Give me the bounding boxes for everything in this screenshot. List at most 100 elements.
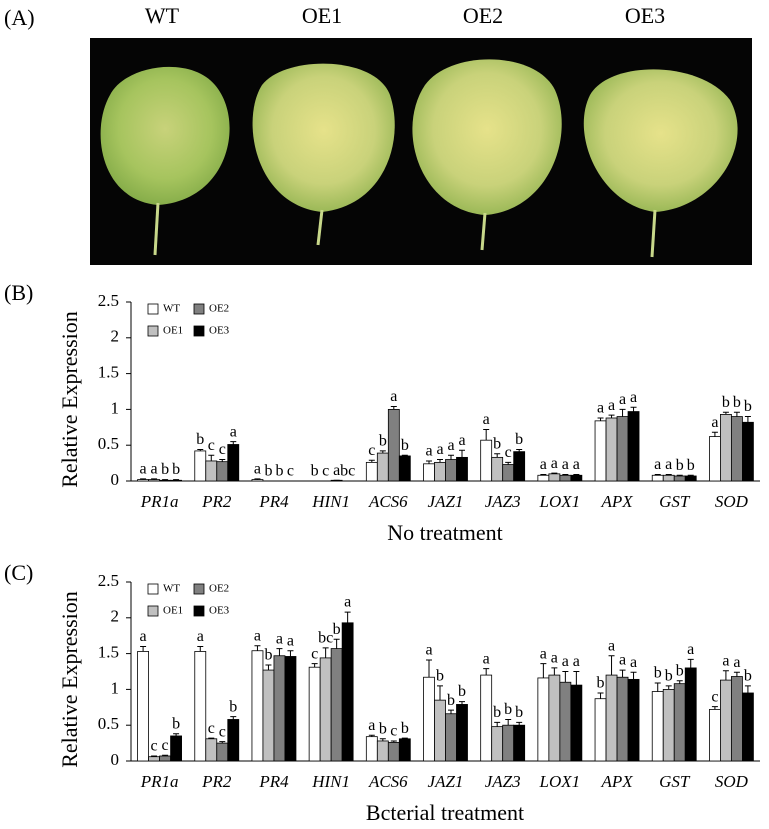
significance-letter: b — [458, 683, 466, 700]
legend-label: WT — [163, 583, 180, 595]
significance-letter: b — [229, 698, 237, 715]
significance-letter: a — [687, 641, 694, 658]
significance-letter: bc — [340, 463, 355, 480]
bar — [491, 456, 504, 482]
significance-letter: b — [722, 394, 730, 411]
significance-letter: c — [287, 463, 294, 480]
bar — [720, 414, 732, 482]
significance-letter: a — [597, 400, 604, 417]
bar — [594, 420, 607, 482]
bar — [456, 704, 468, 762]
significance-letter: b — [172, 461, 180, 478]
leaf — [412, 59, 562, 216]
x-tick-label: JAZ3 — [485, 492, 521, 511]
error-bar — [459, 449, 465, 458]
significance-letter: b — [493, 435, 501, 452]
leaf-stem — [650, 209, 657, 258]
error-bar — [390, 406, 397, 410]
legend-swatch — [147, 303, 159, 315]
error-bar — [162, 479, 169, 481]
bar — [148, 756, 160, 762]
bar — [605, 417, 618, 482]
bar — [491, 726, 504, 762]
significance-letter: c — [208, 720, 215, 737]
bar — [480, 439, 493, 482]
bar — [684, 475, 697, 482]
significance-letter: a — [619, 391, 626, 408]
error-bar — [162, 754, 169, 756]
significance-letter: b — [264, 647, 272, 664]
significance-letter: a — [230, 423, 237, 440]
significance-letter: b — [654, 665, 662, 682]
significance-letter: b — [401, 720, 409, 737]
significance-letter: b — [733, 394, 741, 411]
bar — [742, 692, 754, 762]
error-bar — [722, 670, 729, 681]
significance-letter: a — [140, 461, 147, 478]
error-bar — [711, 706, 718, 710]
significance-letter: a — [344, 594, 351, 611]
x-tick-label: LOX1 — [539, 772, 581, 791]
significance-letter: b — [744, 398, 752, 415]
significance-letter: a — [573, 456, 580, 473]
bar — [445, 713, 457, 762]
y-tick-label: 2.5 — [98, 291, 119, 310]
error-bar — [322, 647, 329, 658]
bar — [205, 738, 218, 762]
significance-letter: a — [562, 653, 569, 670]
legend-swatch — [193, 583, 205, 595]
significance-letter: bc — [318, 630, 333, 647]
significance-letter: b — [504, 701, 512, 718]
bar — [216, 461, 229, 482]
error-bar — [619, 408, 626, 417]
bar — [284, 656, 297, 762]
significance-letter: c — [151, 738, 158, 755]
significance-letter: a — [551, 650, 558, 667]
error-bar — [219, 459, 226, 462]
significance-letter: c — [368, 442, 375, 459]
significance-letter: a — [630, 654, 637, 671]
bar — [308, 666, 321, 762]
bar — [559, 681, 572, 762]
error-bar — [608, 655, 615, 676]
bar — [216, 742, 229, 762]
bar — [398, 738, 411, 762]
error-bar — [540, 474, 547, 476]
bar — [423, 676, 435, 762]
x-tick-label: JAZ1 — [428, 492, 464, 511]
error-bar — [254, 645, 261, 651]
significance-letter: a — [540, 645, 547, 662]
x-tick-label: PR2 — [201, 772, 232, 791]
significance-letter: a — [608, 397, 615, 414]
error-bar — [401, 454, 408, 456]
error-bar — [368, 459, 375, 463]
bar — [559, 474, 572, 482]
significance-letter: b — [597, 675, 605, 692]
significance-letter: a — [368, 717, 375, 734]
bar — [365, 736, 378, 762]
significance-letter: a — [425, 642, 432, 659]
error-bar — [516, 448, 523, 452]
significance-letter: b — [275, 463, 283, 480]
error-bar — [151, 478, 158, 480]
bar — [137, 651, 149, 762]
bar — [319, 657, 332, 762]
legend-label: OE3 — [209, 325, 230, 337]
significance-letter: a — [333, 462, 340, 479]
x-tick-label: ACS6 — [368, 772, 408, 791]
bar — [251, 479, 264, 482]
bar — [605, 674, 618, 762]
significance-letter: b — [515, 431, 523, 448]
bar — [662, 474, 675, 482]
significance-letter: b — [333, 621, 341, 638]
error-bar — [390, 740, 397, 743]
bar — [731, 416, 743, 482]
bar — [365, 461, 378, 482]
significance-letter: a — [458, 432, 465, 449]
error-bar — [230, 716, 237, 720]
significance-letter: a — [436, 441, 443, 458]
bar — [194, 651, 207, 762]
significance-letter: c — [322, 463, 329, 480]
bar — [137, 479, 149, 482]
